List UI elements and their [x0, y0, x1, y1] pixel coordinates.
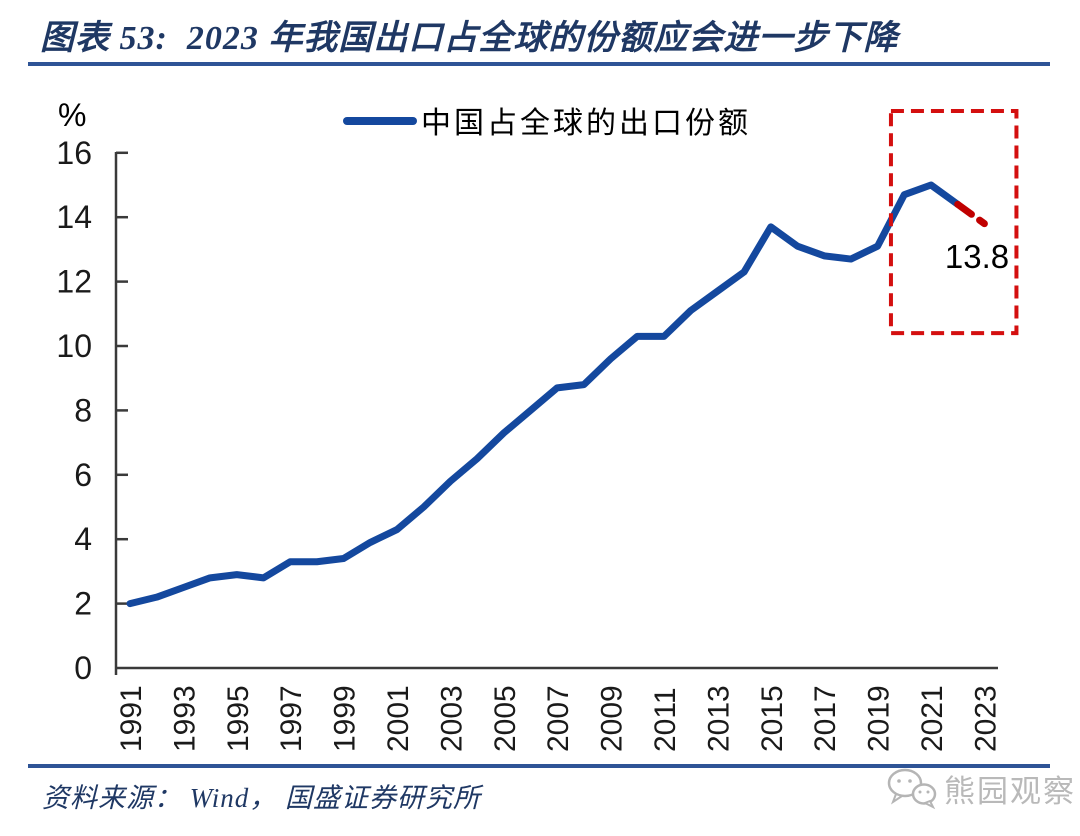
- watermark: 熊园观察: [886, 766, 1076, 811]
- x-axis-label: 1995: [222, 685, 255, 752]
- x-axis-label: 2011: [649, 687, 682, 752]
- y-axis-label: 16: [56, 135, 92, 171]
- x-axis-label: 2021: [916, 685, 949, 752]
- x-axis-label: 1999: [329, 685, 362, 752]
- watermark-text: 熊园观察: [944, 774, 1076, 809]
- forecast-dashed-line: [954, 200, 988, 228]
- x-axis-label: 2007: [542, 685, 575, 752]
- y-axis-unit-label: %: [58, 97, 86, 133]
- source-note: 资料来源： Wind， 国盛证券研究所: [42, 783, 482, 813]
- chart-axes: 0 2 4 6 8 10 12 14 16 1991 1993 1995 1997 1999 2001 200…: [56, 135, 1002, 752]
- wechat-icon: [887, 768, 937, 809]
- chart-plot: [126, 108, 1019, 608]
- x-axis-label: 2005: [489, 685, 522, 752]
- y-axis-label: 12: [56, 264, 92, 300]
- x-axis-label: 2019: [863, 685, 896, 752]
- y-axis-label: 4: [74, 521, 92, 557]
- x-axis-label: 2015: [756, 685, 789, 752]
- x-axis-label: 1997: [275, 685, 308, 752]
- x-axis-label: 2001: [382, 685, 415, 752]
- y-axis-label: 8: [74, 392, 92, 428]
- chart-canvas: % 中国占全球的出口份额 0 2 4 6 8 10 12 14 16 1991 1993 1995 19…: [56, 97, 1019, 752]
- export-share-line: [126, 181, 962, 608]
- x-axis-label: 1993: [168, 685, 201, 752]
- y-axis-label: 0: [74, 650, 92, 686]
- y-axis-label: 6: [74, 457, 92, 493]
- y-axis-label: 2: [74, 586, 92, 622]
- x-axis-label: 2017: [809, 685, 842, 752]
- x-axis-label: 1991: [115, 685, 148, 752]
- forecast-value-annotation: 13.8: [945, 238, 1009, 275]
- x-axis-label: 2009: [596, 685, 629, 752]
- legend-label: 中国占全球的出口份额: [421, 107, 751, 140]
- y-axis-label: 10: [56, 328, 92, 364]
- chart-legend: 中国占全球的出口份额: [343, 107, 751, 140]
- footer-rule: [28, 764, 1050, 768]
- x-axis-label: 2013: [702, 685, 735, 752]
- title-underline: [28, 62, 1050, 66]
- figure-title: 图表 53: 2023 年我国出口占全球的份额应会进一步下降: [40, 20, 899, 57]
- x-axis-label: 2003: [435, 685, 468, 752]
- y-axis-label: 14: [56, 199, 92, 235]
- x-axis-label: 2023: [969, 685, 1002, 752]
- forecast-highlight-box: [888, 108, 1019, 336]
